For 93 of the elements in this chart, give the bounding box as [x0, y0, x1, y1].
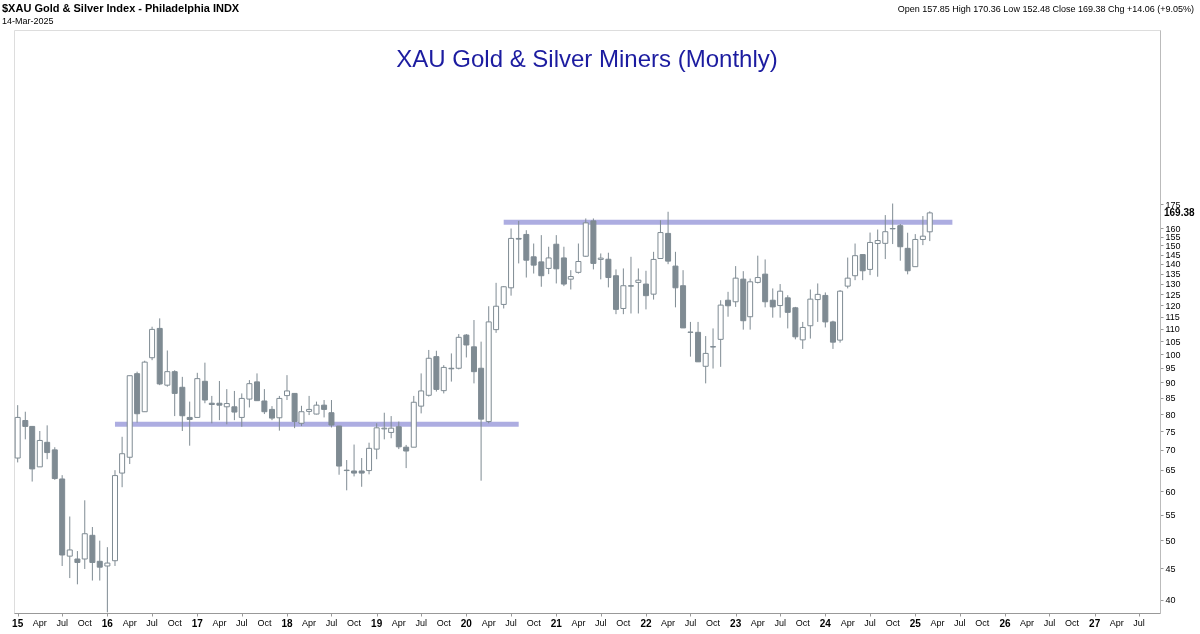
x-tick-label: Oct: [706, 618, 721, 628]
x-tick-label: Oct: [77, 618, 93, 628]
x-tick-label: Apr: [930, 618, 945, 628]
candlestick: [702, 335, 709, 384]
text: Open 157.85 High 170.36 Low 152.48 Close 169.38 Chg +14.06 (+9.05%): [897, 4, 1194, 14]
y-tick-label: 45: [1165, 563, 1176, 574]
x-tick-label: 27: [1089, 618, 1101, 629]
x-tick-label: Apr: [302, 618, 317, 628]
y-tick-label: 160: [1165, 223, 1181, 234]
candlestick: [395, 421, 402, 450]
x-tick-label: 15: [12, 618, 24, 629]
y-tick-label: 95: [1165, 363, 1176, 374]
x-tick-label: Jul: [953, 618, 966, 628]
y-tick-label: 145: [1165, 250, 1181, 261]
y-tick-label: 50: [1165, 535, 1176, 546]
x-tick-label: 16: [101, 618, 114, 629]
x-tick-label: Jul: [684, 618, 697, 628]
y-tick-label: 90: [1165, 377, 1176, 388]
candlestick: [926, 210, 933, 242]
y-tick-label: 85: [1165, 393, 1176, 404]
x-tick-label: Apr: [212, 618, 227, 628]
x-tick-label: Apr: [840, 618, 855, 628]
x-tick-label: 21: [550, 618, 563, 629]
y-tick-label: 65: [1165, 465, 1176, 476]
y-tick-label: 105: [1165, 336, 1181, 347]
y-tick-label: 70: [1165, 445, 1176, 456]
x-tick-label: Jul: [1043, 618, 1056, 628]
candlestick: [852, 243, 859, 281]
x-tick-label: Apr: [750, 618, 765, 628]
candlestick: [403, 444, 410, 469]
candlestick: [66, 516, 73, 579]
x-tick-label: Oct: [885, 618, 901, 628]
x-tick-label: Jul: [325, 618, 338, 628]
text: XAU Gold & Silver Miners (Monthly): [396, 45, 778, 72]
x-tick-label: Oct: [167, 618, 183, 628]
x-tick-label: Apr: [571, 618, 586, 628]
x-tick-label: 20: [460, 618, 473, 629]
x-tick-label: Apr: [661, 618, 676, 628]
x-tick-label: Oct: [975, 618, 990, 628]
x-tick-label: Jul: [236, 618, 248, 628]
x-tick-label: Oct: [1065, 618, 1080, 628]
x-tick-label: Apr: [1109, 618, 1124, 628]
x-tick-label: Oct: [347, 618, 362, 628]
x-tick-label: 26: [999, 618, 1011, 629]
text: 14-Mar-2025: [2, 16, 54, 26]
candlestick: [710, 327, 717, 370]
y-tick-label: 100: [1165, 349, 1181, 360]
y-tick-label: 120: [1165, 300, 1181, 311]
x-tick-label: 24: [819, 618, 832, 629]
x-tick-label: Apr: [32, 618, 47, 628]
y-tick-label: 75: [1165, 426, 1176, 437]
candlestick: [635, 267, 642, 314]
x-tick-label: Jul: [146, 618, 158, 628]
x-tick-label: 19: [371, 618, 383, 629]
x-tick-label: Jul: [595, 618, 607, 628]
x-tick-label: Oct: [436, 618, 452, 628]
x-tick-label: Apr: [481, 618, 496, 628]
x-tick-label: Jul: [56, 618, 68, 628]
y-tick-label: 125: [1165, 289, 1181, 300]
y-tick-label: 140: [1165, 259, 1181, 270]
x-tick-label: 25: [909, 618, 922, 629]
candlestick: [119, 436, 126, 488]
x-tick-label: Oct: [257, 618, 272, 628]
y-tick-label: 115: [1165, 312, 1180, 323]
x-tick-label: Apr: [391, 618, 406, 628]
candlestick: [201, 362, 208, 404]
candlestick: [575, 243, 582, 275]
x-tick-label: Apr: [1020, 618, 1035, 628]
x-tick-label: 17: [191, 618, 204, 629]
x-tick-label: Jul: [505, 618, 517, 628]
x-tick-label: Oct: [795, 618, 811, 628]
x-tick-label: Oct: [616, 618, 631, 628]
candlestick: [919, 215, 926, 246]
x-tick-label: Jul: [774, 618, 786, 628]
y-tick-label: 135: [1165, 269, 1181, 280]
x-tick-label: Oct: [526, 618, 542, 628]
x-tick-label: Jul: [1133, 618, 1145, 628]
x-tick-label: 23: [730, 618, 742, 629]
x-tick-label: 18: [281, 618, 293, 629]
y-tick-label: 40: [1165, 595, 1176, 606]
y-tick-label: 55: [1165, 510, 1176, 521]
candlestick: [844, 257, 851, 289]
y-tick-label: 130: [1165, 279, 1181, 290]
x-tick-label: Jul: [415, 618, 427, 628]
y-tick-label: 80: [1165, 409, 1176, 420]
y-tick-label: 155: [1165, 232, 1181, 243]
y-tick-label: 60: [1165, 486, 1176, 497]
x-tick-label: 22: [640, 618, 652, 629]
x-tick-label: Jul: [864, 618, 876, 628]
text: $XAU Gold & Silver Index - Philadelphia INDX: [2, 2, 240, 14]
y-tick-label: 110: [1165, 324, 1180, 335]
y-tick-label: 150: [1165, 240, 1181, 251]
x-tick-label: Apr: [122, 618, 137, 628]
